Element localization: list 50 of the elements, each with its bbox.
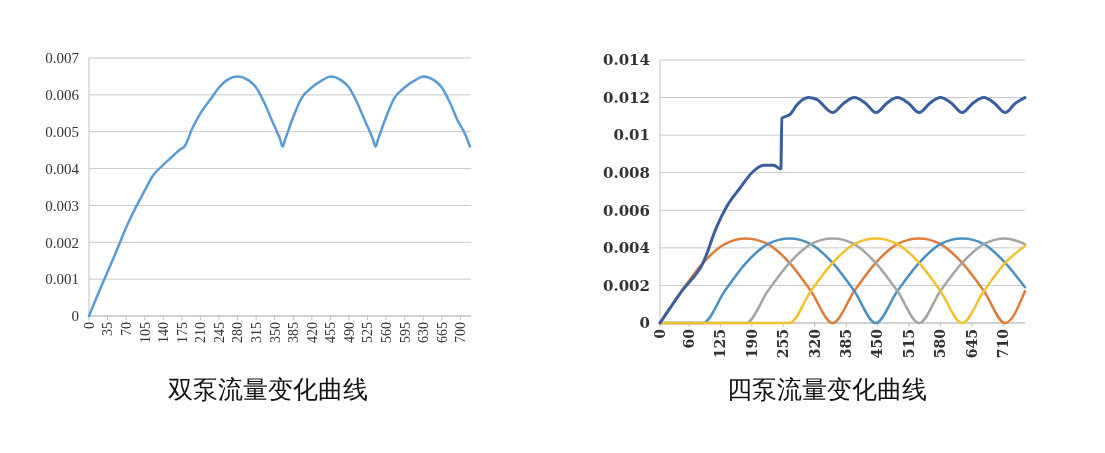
x-tick-label: 710: [995, 328, 1012, 359]
x-tick-label: 525: [360, 322, 376, 343]
x-tick-label: 175: [174, 322, 190, 343]
x-tick-label: 190: [743, 328, 760, 359]
y-tick-label: 0.012: [603, 88, 650, 107]
x-tick-label: 35: [100, 322, 116, 336]
x-tick-label: 105: [137, 322, 153, 343]
x-tick-label: 665: [434, 322, 450, 343]
x-tick-label: 280: [230, 322, 246, 343]
y-tick-label: 0.006: [45, 87, 80, 104]
x-tick-label: 580: [932, 328, 949, 359]
x-tick-label: 0: [81, 322, 97, 329]
y-tick-label: 0.005: [45, 123, 79, 140]
x-tick-label: 515: [900, 329, 917, 359]
x-tick-label: 320: [806, 328, 823, 359]
x-tick-label: 245: [211, 322, 227, 343]
x-tick-label: 125: [712, 329, 729, 359]
x-tick-label: 560: [379, 322, 395, 343]
x-tick-label: 0: [651, 328, 668, 339]
x-tick-label: 385: [286, 322, 302, 343]
x-tick-label: 595: [397, 322, 413, 343]
y-tick-label: 0.004: [603, 239, 650, 258]
y-tick-label: 0.001: [45, 271, 79, 288]
x-tick-label: 490: [341, 322, 357, 343]
y-tick-label: 0.006: [603, 201, 650, 220]
x-tick-label: 255: [775, 329, 792, 359]
x-tick-label: 630: [416, 322, 432, 343]
x-tick-label: 315: [249, 322, 265, 343]
text: 四泵流量变化曲线: [727, 375, 927, 404]
y-tick-label: 0.008: [603, 163, 650, 182]
x-tick-label: 350: [267, 322, 283, 343]
y-tick-label: 0.014: [603, 51, 650, 70]
x-tick-label: 60: [680, 328, 697, 349]
y-tick-label: 0: [71, 308, 79, 325]
y-tick-label: 0.004: [45, 160, 80, 177]
x-tick-label: 140: [156, 322, 172, 343]
x-tick-label: 420: [304, 322, 320, 343]
y-tick-label: 0.007: [45, 50, 80, 67]
y-tick-label: 0.01: [613, 126, 650, 145]
x-tick-label: 70: [119, 322, 135, 336]
x-tick-label: 385: [838, 329, 855, 359]
x-tick-label: 210: [193, 322, 209, 343]
x-tick-label: 450: [869, 328, 886, 359]
x-tick-label: 645: [963, 329, 980, 359]
y-tick-label: 0.002: [603, 276, 650, 295]
y-tick-label: 0.002: [45, 234, 79, 251]
y-tick-label: 0.003: [45, 197, 79, 214]
x-tick-label: 700: [453, 322, 469, 343]
x-tick-label: 455: [323, 322, 339, 343]
text: 双泵流量变化曲线: [168, 375, 368, 404]
